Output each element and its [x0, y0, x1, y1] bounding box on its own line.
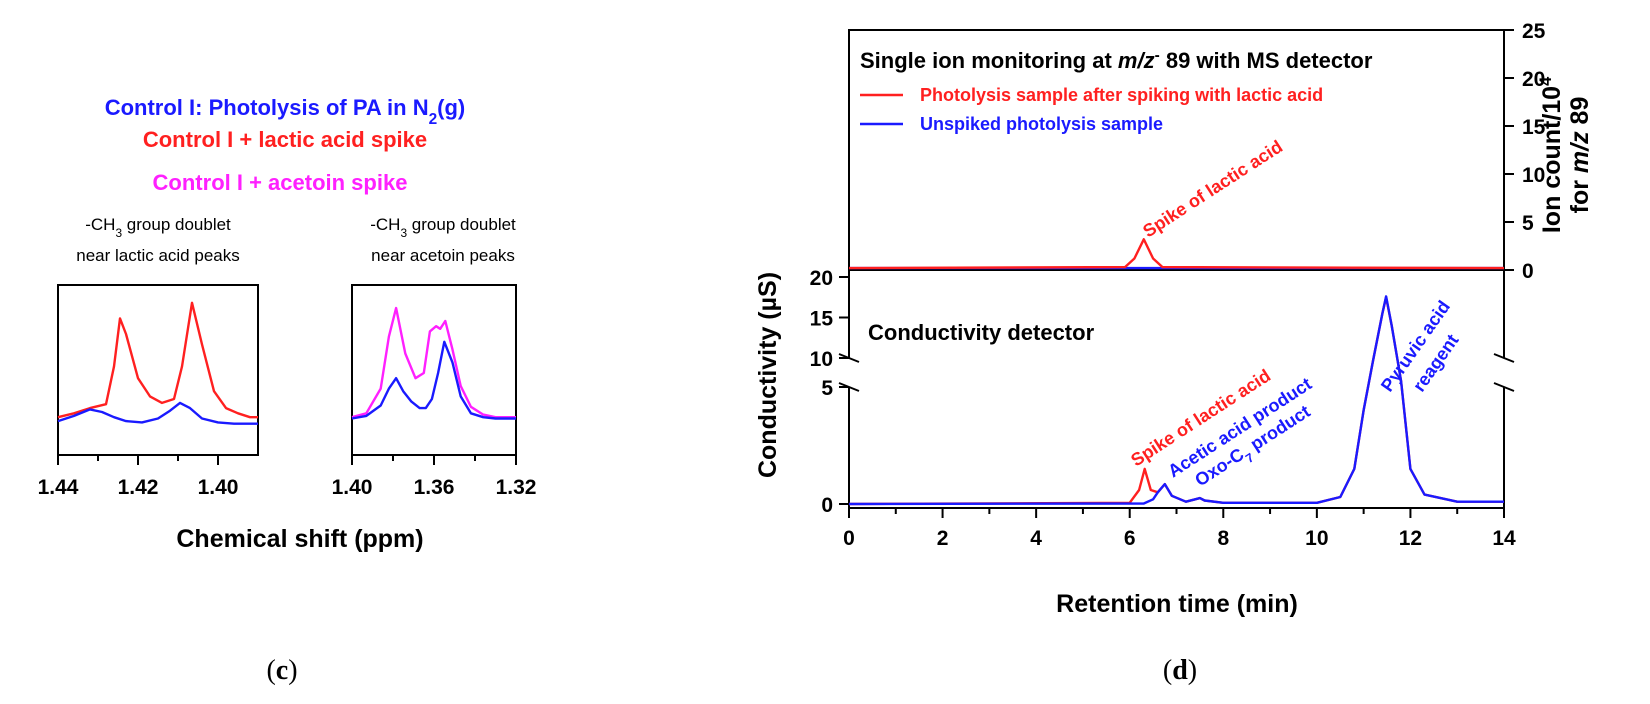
nmr-right-tick-label: 1.32	[496, 476, 537, 499]
panel-c-legend-red: Control I + lactic acid spike	[143, 127, 427, 152]
ms-right-tick-label: 5	[1522, 212, 1534, 235]
nmr-right-tick-label: 1.36	[414, 476, 455, 499]
ms-right-tick-label: 15	[1522, 116, 1546, 139]
right-subplot-label-line2: near acetoin peaks	[371, 246, 515, 265]
right-subplot-label-line1: -CH3 group doublet	[370, 215, 516, 240]
cond-left-tick-label: 15	[810, 308, 834, 331]
cond-left-tick-label: 20	[810, 267, 833, 290]
nmr-right-frame	[351, 284, 517, 456]
cond-left-tick-label: 0	[821, 494, 833, 517]
ms-right-tick-label: 25	[1522, 20, 1546, 43]
panel-c-legend-blue: Control I: Photolysis of PA in N2(g)	[105, 95, 466, 128]
nmr-left-tick-label: 1.40	[198, 476, 239, 499]
cond-x-tick-label: 10	[1305, 527, 1328, 550]
ms-legend-blue: Unspiked photolysis sample	[920, 114, 1163, 134]
ms-frame	[848, 29, 1505, 271]
cond-x-tick-label: 6	[1124, 527, 1136, 550]
nmr-right-line-blue	[351, 340, 516, 420]
panel-c-x-axis-label: Chemical shift (ppm)	[176, 525, 423, 553]
panel-d-caption: (d)	[1163, 655, 1197, 686]
cond-left-tick-label: 5	[821, 377, 833, 400]
left-subplot-label-line2: near lactic acid peaks	[76, 246, 239, 265]
ms-line-red	[848, 238, 1505, 270]
cond-x-tick-label: 4	[1030, 527, 1042, 550]
nmr-right-tick-label: 1.40	[332, 476, 373, 499]
ms-plot	[848, 238, 1505, 270]
panel-d-right-axis-label-line2: for m/z 89	[1566, 97, 1594, 214]
cond-line-blue	[848, 295, 1504, 506]
cond-x-tick-label: 8	[1217, 527, 1229, 550]
nmr-left-tick-label: 1.42	[118, 476, 159, 499]
nmr-right-line-magenta	[351, 306, 516, 419]
panel-d-right-axis-label-line1: Ion count/104	[1537, 77, 1566, 233]
nmr-left-line-red	[57, 301, 258, 419]
conductivity-plot	[848, 295, 1504, 506]
panel-c-caption: (c)	[266, 655, 297, 686]
ms-title: Single ion monitoring at m/z- 89 with MS…	[860, 47, 1373, 74]
cond-x-tick-label: 12	[1399, 527, 1422, 550]
nmr-left-plot: 1.44 1.42 1.40	[38, 301, 258, 499]
panel-d-ticks: 0 5 10 15 20 25 0 5 10 15 20 0 2 4 6 8 10 12 14	[810, 20, 1546, 550]
panel-c: Control I: Photolysis of PA in N2(g) Con…	[38, 95, 537, 686]
panel-d-x-axis-label: Retention time (min)	[1056, 590, 1298, 618]
left-subplot-label-line1: -CH3 group doublet	[85, 215, 231, 240]
panel-d: 0 5 10 15 20 25 0 5 10 15 20 0 2 4 6 8 10 12 14 Single ion…	[754, 20, 1594, 686]
panel-c-legend-magenta: Control I + acetoin spike	[153, 170, 408, 195]
cond-left-tick-label: 10	[810, 348, 833, 371]
ms-right-tick-label: 0	[1522, 260, 1534, 283]
nmr-right-plot: 1.40 1.36 1.32	[332, 306, 537, 499]
ms-right-tick-label: 10	[1522, 164, 1545, 187]
cond-x-tick-label: 0	[843, 527, 855, 550]
conductivity-title: Conductivity detector	[868, 320, 1095, 345]
ms-annotation-spike: Spike of lactic acid	[1139, 136, 1286, 241]
panel-d-y-axis-label: Conductivity (µS)	[754, 272, 782, 478]
nmr-left-line-blue	[57, 401, 258, 425]
nmr-left-tick-label: 1.44	[38, 476, 79, 499]
ms-legend-red: Photolysis sample after spiking with lac…	[920, 85, 1323, 105]
ms-right-tick-label: 20	[1522, 68, 1545, 91]
cond-x-tick-label: 14	[1492, 527, 1516, 550]
nmr-left-frame	[57, 284, 259, 456]
cond-x-tick-label: 2	[937, 527, 949, 550]
